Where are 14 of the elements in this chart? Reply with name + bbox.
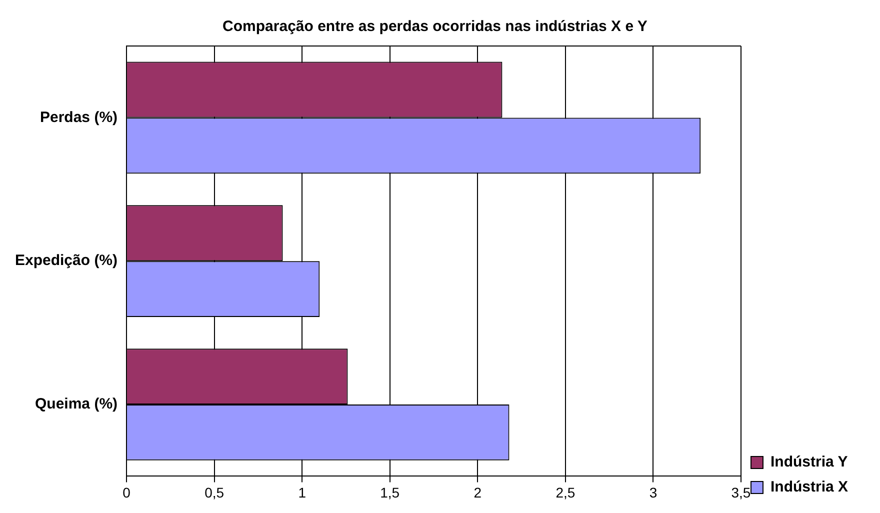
x-tick-label: 3,5: [731, 484, 751, 500]
x-tick-label: 1: [298, 484, 306, 500]
legend-label: Indústria X: [770, 478, 848, 496]
y-tick-label: Perdas (%): [40, 108, 118, 126]
x-tick-label: 3: [649, 484, 658, 500]
x-tick-label: 2: [474, 484, 482, 500]
y-tick-label: Queima (%): [35, 396, 118, 413]
x-tick-label: 0,5: [204, 484, 224, 500]
x-tick-label: 2,5: [556, 484, 576, 500]
legend-label: Indústria Y: [770, 454, 848, 471]
chart-title: Comparação entre as perdas ocorridas nas indústrias X e Y: [222, 18, 648, 36]
x-tick-label: 0: [122, 484, 131, 500]
y-tick-label: Expedição (%): [14, 252, 118, 270]
x-tick-label: 1,5: [380, 484, 400, 500]
